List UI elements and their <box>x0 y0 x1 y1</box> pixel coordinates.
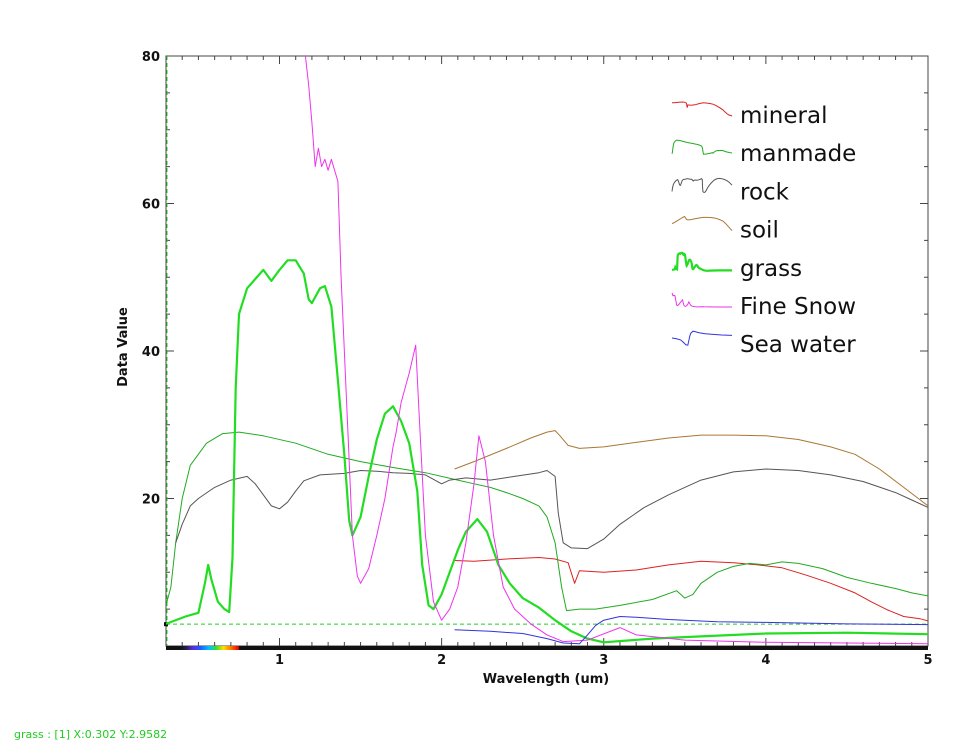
x-tick-label: 5 <box>923 653 932 668</box>
y-tick-label: 60 <box>142 198 160 213</box>
legend-swatch <box>671 251 733 272</box>
cursor-marker <box>164 622 168 627</box>
legend-swatch <box>671 177 733 193</box>
legend-swatch <box>671 216 733 231</box>
y-tick-label: 80 <box>142 50 160 65</box>
legend-label: manmade <box>740 141 856 167</box>
legend-swatch <box>671 292 732 308</box>
series-line-fine-snow <box>304 56 928 645</box>
legend-label: rock <box>740 179 790 205</box>
series-line-mineral <box>454 557 928 622</box>
x-tick-label: 3 <box>599 653 608 668</box>
legend-swatch <box>671 330 733 346</box>
series-line-grass <box>166 259 928 644</box>
legend-label: Sea water <box>740 332 856 358</box>
series-line-sea-water <box>454 616 928 645</box>
series-line-soil <box>454 430 928 507</box>
x-tick-label: 2 <box>437 653 446 668</box>
y-axis-label: Data Value <box>116 307 131 387</box>
cursor-readout: grass : [1] X:0.302 Y:2.9582 <box>14 728 168 741</box>
axis-band <box>166 646 928 650</box>
x-tick-label: 1 <box>275 653 284 668</box>
legend-swatch <box>671 101 733 117</box>
x-tick-label: 4 <box>761 653 770 668</box>
legend-label: Fine Snow <box>740 294 856 320</box>
legend-label: grass <box>740 256 802 282</box>
y-tick-label: 20 <box>142 493 160 508</box>
y-tick-label: 40 <box>142 345 160 360</box>
series-line-rock <box>175 468 928 550</box>
legend-label: soil <box>740 218 779 244</box>
legend-swatch <box>671 139 733 155</box>
visible-spectrum-band <box>178 646 239 650</box>
legend-label: mineral <box>740 103 827 129</box>
x-axis-label: Wavelength (um) <box>483 672 609 687</box>
series-line-manmade <box>166 431 928 612</box>
